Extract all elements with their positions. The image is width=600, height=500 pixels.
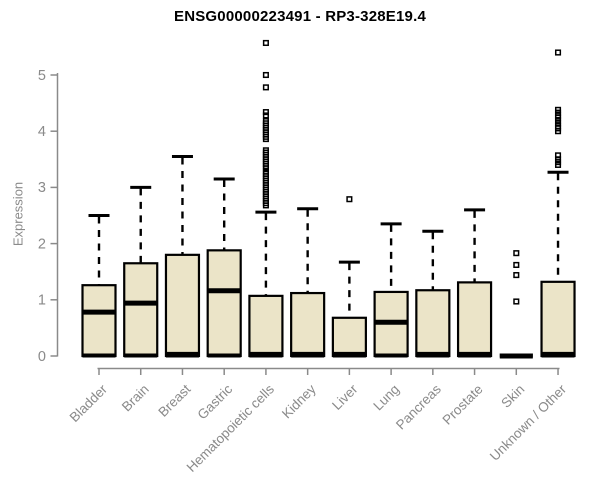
box-pancreas	[415, 229, 451, 358]
outlier-point	[262, 71, 269, 79]
outlier-point	[262, 109, 269, 116]
outlier-point	[346, 196, 353, 203]
x-category-label: Kidney	[279, 381, 319, 421]
box-rect	[164, 253, 201, 358]
outlier-point	[262, 147, 269, 154]
outlier-point	[554, 106, 562, 113]
box-rect	[81, 284, 117, 358]
box-brain	[123, 185, 159, 358]
x-category-label: Prostate	[440, 382, 486, 428]
box-rect	[123, 262, 159, 358]
box-bladder	[81, 214, 117, 358]
outlier-point	[513, 298, 520, 305]
x-axis	[97, 367, 560, 375]
x-category-label: Brain	[119, 382, 152, 415]
y-tick-label: 1	[38, 293, 46, 309]
box-rect	[540, 280, 576, 358]
y-tick-label: 5	[38, 68, 46, 84]
outlier-point	[554, 49, 562, 56]
y-axis	[50, 73, 59, 357]
x-category-label: Unknown / Other	[487, 381, 570, 464]
outlier-point	[513, 261, 520, 269]
box-kidney	[290, 207, 326, 358]
box-unknown-other	[540, 49, 576, 358]
outlier-point	[262, 118, 269, 125]
outlier-point	[262, 112, 269, 119]
x-category-label: Skin	[498, 382, 527, 411]
chart-title: ENSG00000223491 - RP3-328E19.4	[173, 8, 426, 25]
box-prostate	[456, 208, 493, 358]
x-category-label: Lung	[370, 382, 402, 414]
outlier-point	[262, 39, 269, 47]
outlier-point	[513, 272, 520, 279]
box-gastric	[206, 177, 242, 358]
box-lung	[373, 222, 409, 358]
outlier-point	[262, 168, 269, 175]
outlier-point	[513, 250, 520, 257]
box-rect	[331, 316, 367, 358]
box-rect	[415, 289, 451, 358]
x-category-label: Bladder	[67, 381, 111, 425]
x-category-label: Liver	[329, 381, 361, 413]
box-rect	[206, 249, 242, 358]
y-tick-label: 0	[38, 349, 46, 365]
box-liver	[331, 196, 367, 358]
outlier-point	[262, 84, 269, 91]
x-category-label: Pancreas	[393, 381, 444, 432]
x-category-label: Gastric	[194, 381, 235, 422]
y-tick-label: 4	[38, 124, 46, 140]
box-hematopoietic-cells	[248, 39, 284, 358]
box-breast	[164, 154, 201, 358]
x-category-label: Breast	[155, 381, 193, 419]
box-rect	[248, 294, 284, 358]
y-tick-label: 2	[38, 236, 46, 252]
box-skin	[499, 250, 533, 359]
box-rect	[290, 291, 326, 358]
box-rect	[456, 281, 493, 358]
y-tick-label: 3	[38, 180, 46, 196]
outlier-point	[554, 152, 562, 159]
